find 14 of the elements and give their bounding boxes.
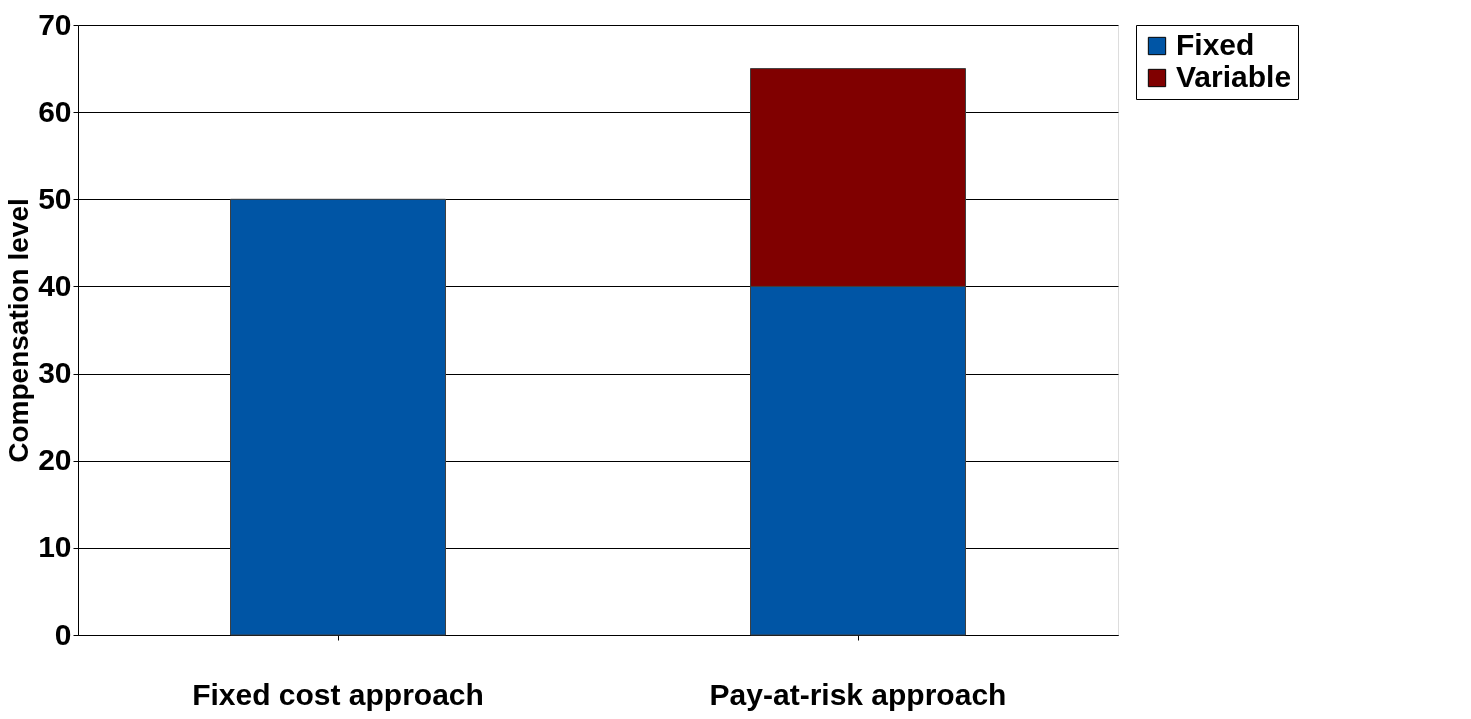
y-tick-label: 60 <box>38 94 72 128</box>
y-tick-label: 10 <box>38 530 72 564</box>
y-tick-label: 50 <box>38 181 72 215</box>
legend-label: Variable <box>1176 60 1292 93</box>
x-tick-label: Pay-at-risk approach <box>709 677 1007 711</box>
legend-label: Fixed <box>1176 28 1255 61</box>
y-tick-label: 70 <box>38 7 72 41</box>
y-tick-label: 30 <box>38 356 72 390</box>
y-tick-label: 20 <box>38 443 72 477</box>
y-tick-label: 0 <box>54 617 72 651</box>
y-tick-label: 40 <box>38 268 72 302</box>
x-tick-label: Fixed cost approach <box>192 677 484 711</box>
bar <box>230 198 446 636</box>
y-axis-title: Compensation level <box>3 198 35 463</box>
